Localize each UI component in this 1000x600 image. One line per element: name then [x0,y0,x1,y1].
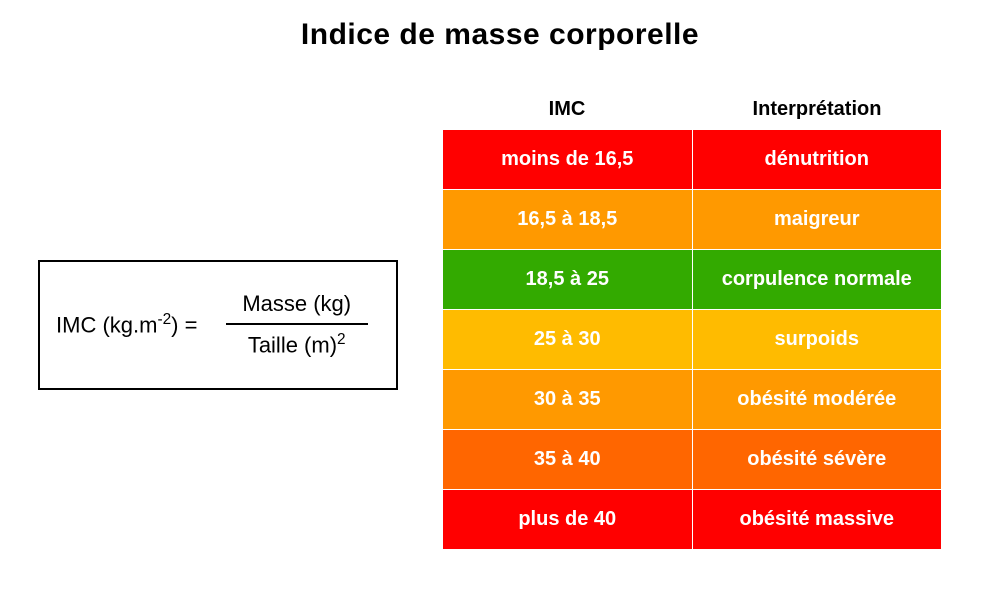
formula-lhs-prefix: IMC (kg.m [56,313,157,338]
table-cell-imc: moins de 16,5 [443,130,692,189]
table-cell-imc: 35 à 40 [443,430,692,489]
table-row: 16,5 à 18,5maigreur [442,190,942,250]
table-cell-imc: 16,5 à 18,5 [443,190,692,249]
table-row: moins de 16,5dénutrition [442,129,942,190]
table-header-imc: IMC [442,90,692,129]
table-cell-interpretation: surpoids [692,310,942,369]
table-header: IMC Interprétation [442,90,942,129]
formula-denominator: Taille (m)2 [248,325,346,364]
table-cell-interpretation: corpulence normale [692,250,942,309]
table-row: 18,5 à 25corpulence normale [442,250,942,310]
page-title: Indice de masse corporelle [0,18,1000,52]
table-cell-interpretation: dénutrition [692,130,942,189]
table-cell-interpretation: obésité sévère [692,430,942,489]
formula-den-sup: 2 [337,331,346,348]
table-cell-imc: 30 à 35 [443,370,692,429]
formula-lhs-sup: -2 [157,311,171,328]
formula-den-prefix: Taille (m) [248,333,337,358]
table-row: 25 à 30surpoids [442,310,942,370]
table-cell-imc: 18,5 à 25 [443,250,692,309]
table-row: plus de 40obésité massive [442,490,942,550]
table-header-interpretation: Interprétation [692,90,942,129]
formula-numerator: Masse (kg) [242,285,351,323]
table-body: moins de 16,5dénutrition16,5 à 18,5maigr… [442,129,942,550]
table-cell-interpretation: obésité modérée [692,370,942,429]
table-cell-interpretation: maigreur [692,190,942,249]
table-cell-imc: 25 à 30 [443,310,692,369]
table-row: 30 à 35obésité modérée [442,370,942,430]
table-row: 35 à 40obésité sévère [442,430,942,490]
bmi-table: IMC Interprétation moins de 16,5dénutrit… [442,90,942,550]
formula-lhs: IMC (kg.m-2) = [56,311,197,338]
formula-fraction: Masse (kg) Taille (m)2 [213,285,380,364]
title-text: Indice de masse corporelle [301,18,699,51]
table-cell-interpretation: obésité massive [692,490,942,549]
table-cell-imc: plus de 40 [443,490,692,549]
formula-box: IMC (kg.m-2) = Masse (kg) Taille (m)2 [38,260,398,390]
formula-lhs-suffix: ) = [171,313,197,338]
